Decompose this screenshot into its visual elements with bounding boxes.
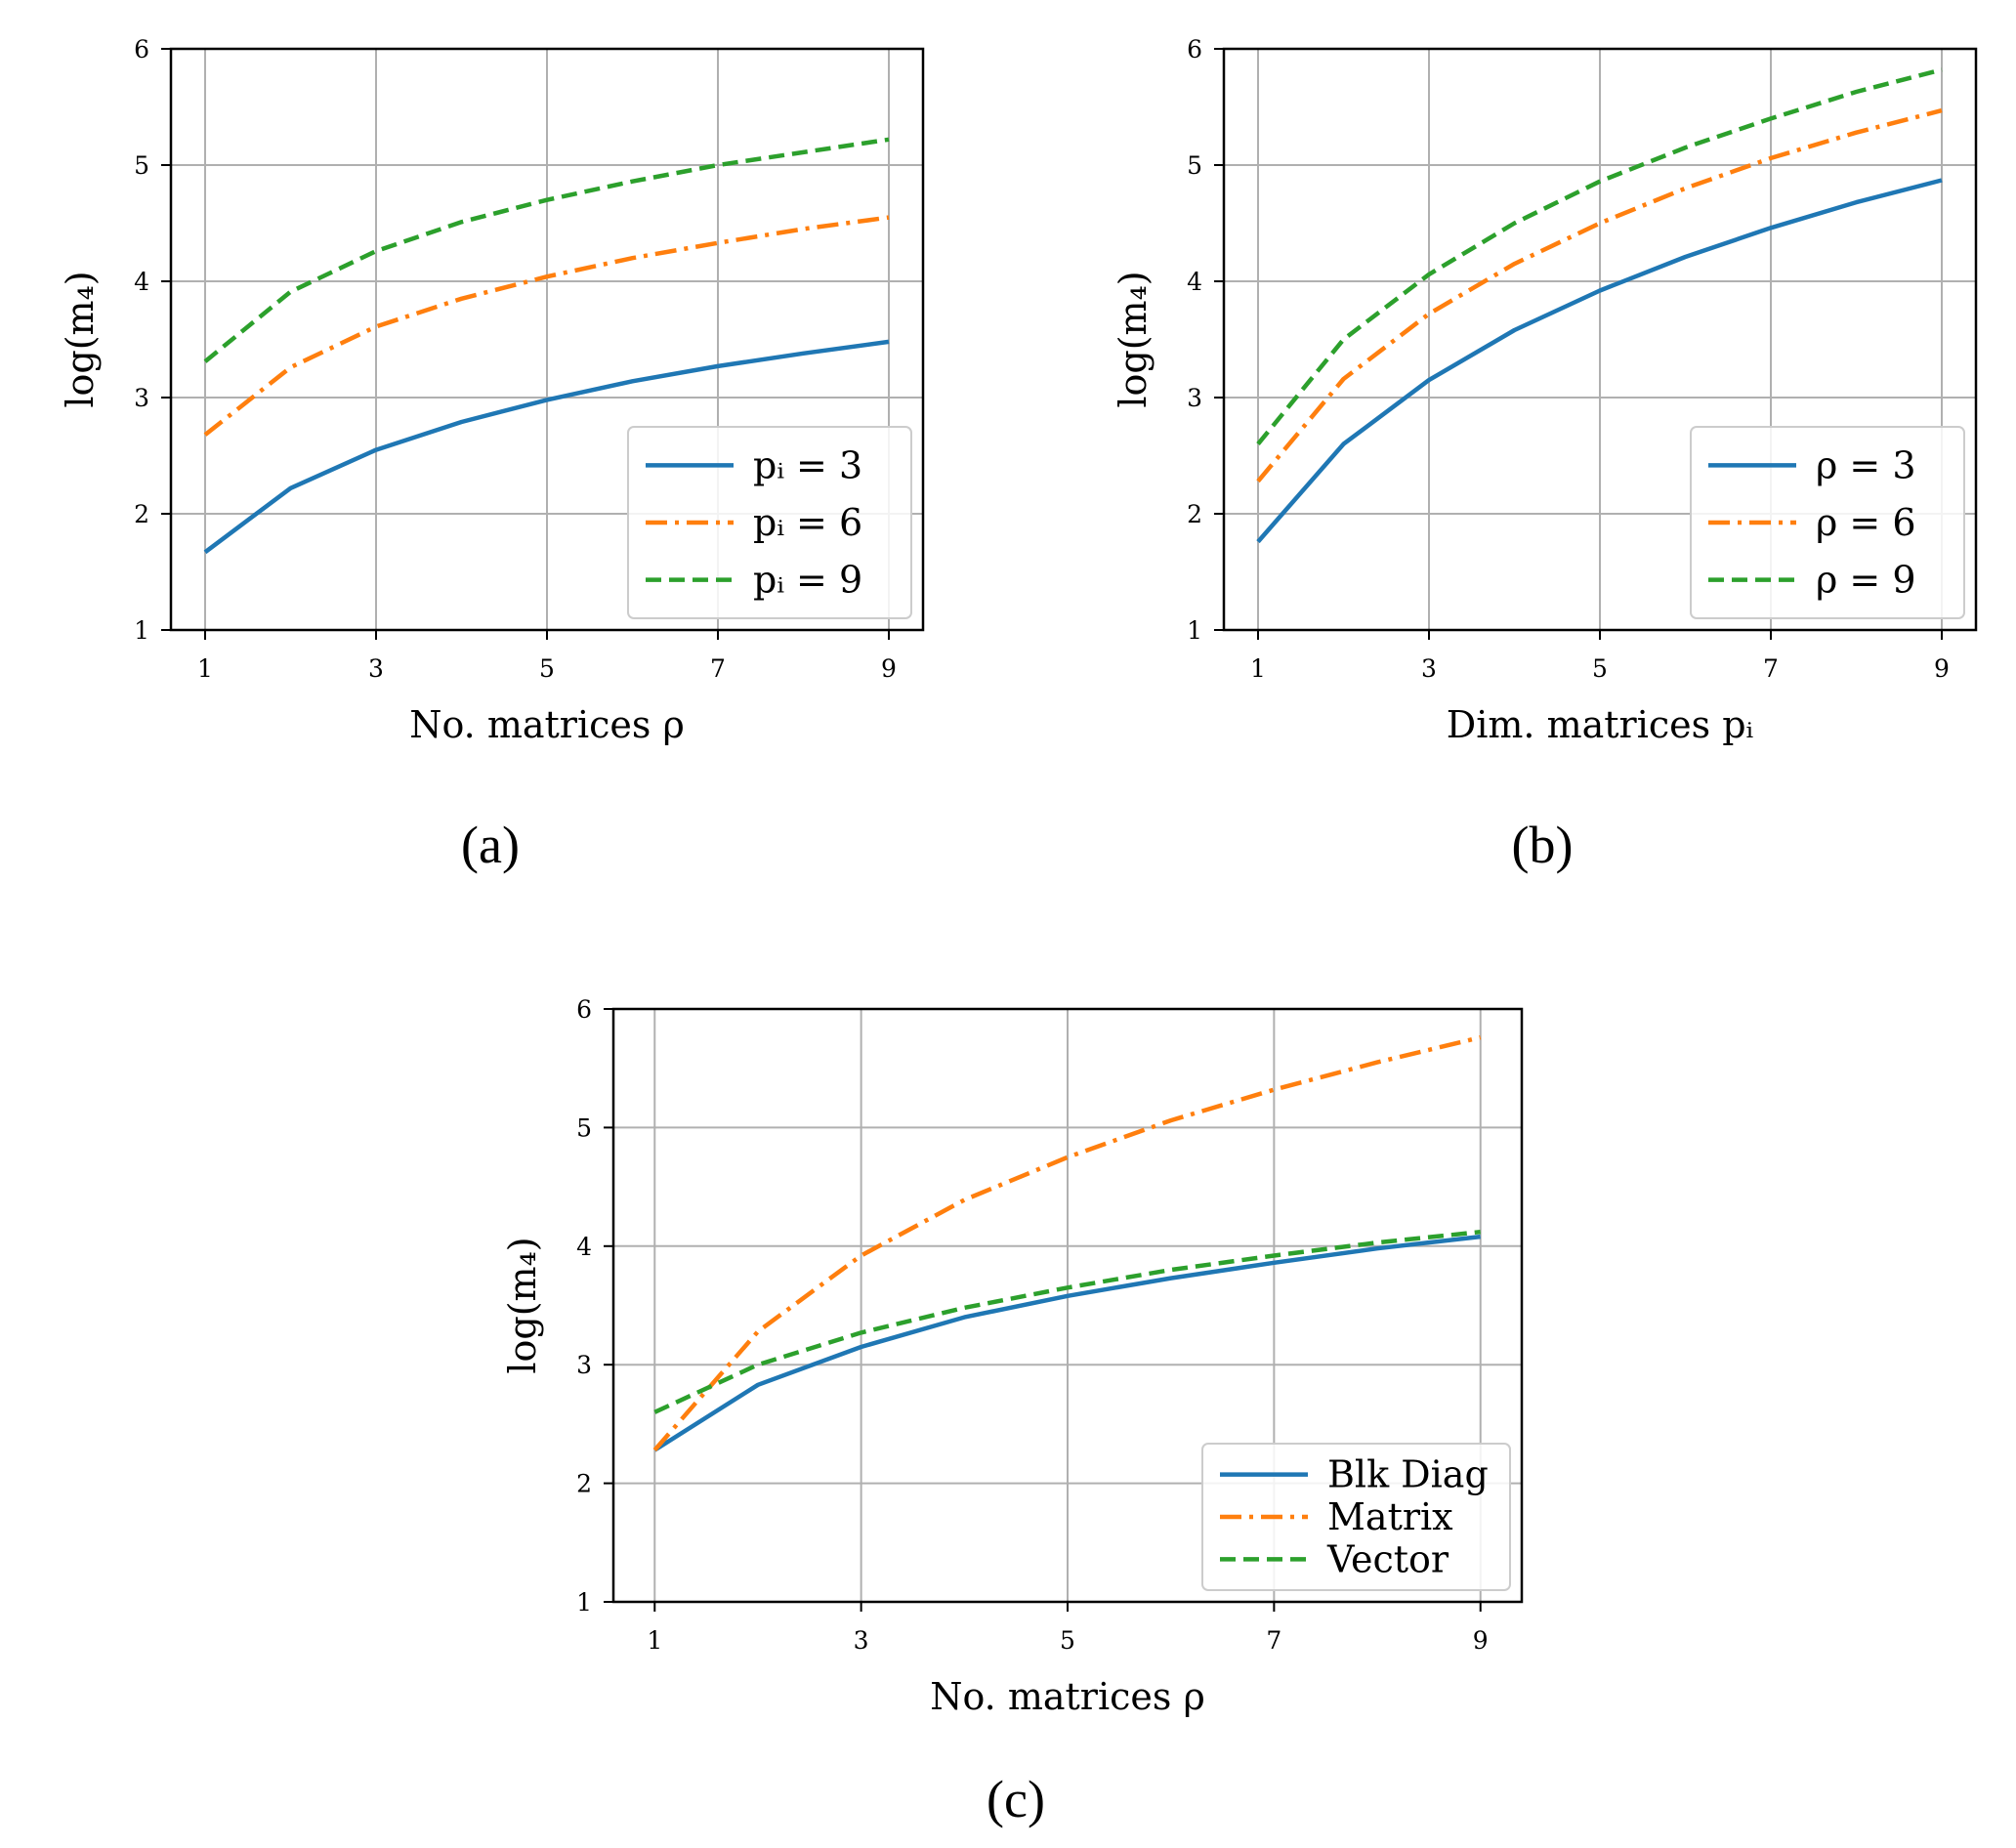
legend-box (1201, 1443, 1511, 1591)
legend-label: pᵢ = 3 (753, 443, 862, 486)
y-axis-label: log(m₄) (501, 1237, 544, 1373)
y-tick-label: 4 (134, 268, 149, 296)
x-tick-label: 3 (368, 654, 384, 683)
legend-box (627, 426, 912, 619)
series-line-1 (203, 339, 890, 555)
x-tick-label: 1 (1250, 654, 1266, 683)
y-axis-label: log(m₄) (1112, 271, 1155, 407)
y-tick-label: 6 (576, 995, 592, 1024)
y-tick-label: 1 (576, 1588, 592, 1617)
subfigure-caption: (a) (461, 816, 520, 874)
y-tick-label: 6 (134, 35, 149, 63)
x-tick-label: 9 (1934, 654, 1950, 683)
legend: ρ = 3 ρ = 6 ρ = 9 (1690, 426, 1965, 619)
x-tick-label: 7 (1266, 1626, 1281, 1655)
x-tick-label: 9 (881, 654, 897, 683)
chart-c: 1 3 5 7 9 1 2 3 4 5 6 No. matrices ρ log(m₄) Blk Diag… (501, 995, 1524, 1828)
y-tick-label: 2 (576, 1470, 592, 1498)
series-line-3 (653, 1229, 1481, 1414)
y-tick-label: 5 (1187, 151, 1202, 180)
y-tick-label: 3 (576, 1351, 592, 1379)
x-tick-label: 5 (1592, 654, 1608, 683)
x-tick-label: 1 (197, 654, 213, 683)
y-tick-label: 3 (1187, 384, 1202, 412)
series-line-2 (203, 215, 890, 437)
y-tick-label: 1 (134, 616, 149, 645)
x-axis-label: Dim. matrices pᵢ (1447, 703, 1754, 746)
x-tick-label: 3 (1421, 654, 1437, 683)
y-tick-label: 5 (576, 1113, 592, 1142)
y-tick-label: 6 (1187, 35, 1202, 63)
y-axis-label: log(m₄) (59, 271, 102, 407)
series-line-1 (653, 1234, 1481, 1452)
series-line-1 (1256, 178, 1943, 544)
legend-label: Vector (1326, 1537, 1449, 1580)
subfigure-caption: (c) (987, 1770, 1045, 1828)
y-tick-label: 5 (134, 151, 149, 180)
x-tick-label: 7 (1763, 654, 1779, 683)
x-tick-label: 1 (647, 1626, 662, 1655)
subfigure-caption: (b) (1512, 816, 1574, 874)
legend-label: pᵢ = 6 (753, 501, 862, 544)
y-tick-label: 4 (576, 1233, 592, 1261)
x-tick-label: 5 (1060, 1626, 1075, 1655)
legend-label: ρ = 6 (1816, 501, 1916, 544)
x-axis-label: No. matrices ρ (409, 703, 685, 746)
y-tick-label: 3 (134, 384, 149, 412)
legend-label: Blk Diag (1327, 1453, 1489, 1496)
series-line-3 (1256, 67, 1943, 446)
y-tick-label: 1 (1187, 616, 1202, 645)
y-tick-label: 2 (1187, 500, 1202, 528)
legend-label: ρ = 3 (1816, 443, 1916, 486)
legend-label: pᵢ = 9 (753, 559, 862, 602)
x-tick-label: 7 (710, 654, 726, 683)
series-line-2 (1256, 107, 1943, 483)
legend-label: Matrix (1327, 1495, 1453, 1538)
x-axis-label: No. matrices ρ (930, 1675, 1205, 1718)
legend-label: ρ = 9 (1816, 559, 1916, 602)
series-line-3 (203, 137, 890, 363)
y-tick-label: 4 (1187, 268, 1202, 296)
legend: pᵢ = 3 pᵢ = 6 pᵢ = 9 (627, 426, 912, 619)
x-tick-label: 9 (1473, 1626, 1489, 1655)
x-tick-label: 3 (854, 1626, 869, 1655)
x-tick-label: 5 (539, 654, 555, 683)
y-tick-label: 2 (134, 500, 149, 528)
legend-box (1690, 426, 1965, 619)
